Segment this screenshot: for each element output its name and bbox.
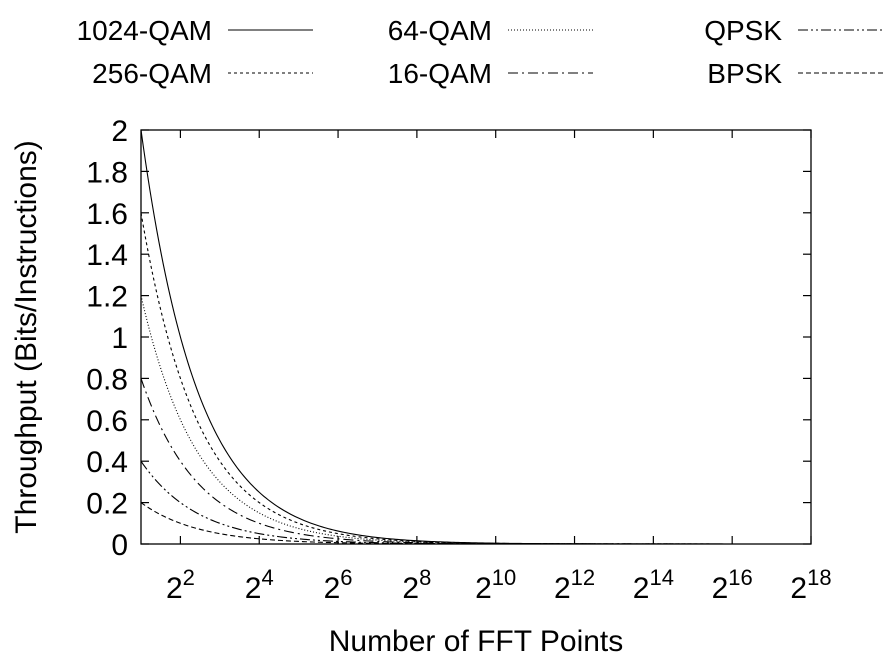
x-axis-ticks: 22 24 26 28 210 212 214 216 218 [166, 130, 832, 605]
series-line-16-qam [140, 378, 811, 545]
x-tick-exponent: 12 [571, 565, 595, 590]
x-tick-base: 2 [712, 572, 729, 605]
y-axis-ticks: 0 0.2 0.4 0.6 0.8 1 1.2 1.4 1.6 1.8 2 [86, 115, 811, 562]
series-layer [140, 129, 811, 545]
x-tick-label: 214 [633, 565, 674, 605]
x-tick-label: 24 [245, 565, 274, 605]
y-tick-label: 1.4 [86, 239, 128, 272]
x-tick-base: 2 [633, 572, 650, 605]
legend-label: 16-QAM [388, 58, 492, 89]
plot-frame [140, 129, 812, 545]
y-tick-label: 1.8 [86, 156, 128, 189]
x-tick-base: 2 [554, 572, 571, 605]
x-tick-base: 2 [475, 572, 492, 605]
y-tick-label: 1.6 [86, 198, 128, 231]
x-tick-base: 2 [166, 572, 183, 605]
x-tick-label: 218 [790, 565, 831, 605]
x-axis-label: Number of FFT Points [329, 625, 624, 658]
legend: 1024-QAM 256-QAM 64-QAM 16-QAM QPSK BPSK [77, 15, 883, 89]
x-tick-base: 2 [245, 572, 262, 605]
y-axis-label: Throughput (Bits/Instructions) [10, 140, 43, 534]
x-tick-base: 2 [402, 572, 419, 605]
legend-label: 256-QAM [92, 58, 212, 89]
x-tick-label: 210 [475, 565, 516, 605]
series-line-1024-qam [140, 129, 811, 545]
legend-label: 1024-QAM [77, 15, 212, 46]
y-tick-label: 1 [111, 322, 128, 355]
y-tick-label: 0 [111, 529, 128, 562]
legend-label: QPSK [704, 15, 782, 46]
x-tick-base: 2 [790, 572, 807, 605]
x-tick-exponent: 16 [728, 565, 752, 590]
x-tick-exponent: 4 [261, 565, 273, 590]
y-tick-label: 1.2 [86, 281, 128, 314]
series-line-bpsk [140, 502, 811, 545]
y-tick-label: 0.6 [86, 405, 128, 438]
y-tick-label: 0.8 [86, 363, 128, 396]
x-tick-label: 212 [554, 565, 595, 605]
y-tick-label: 0.4 [86, 446, 128, 479]
x-tick-exponent: 8 [419, 565, 431, 590]
x-tick-exponent: 10 [492, 565, 516, 590]
legend-label: BPSK [707, 58, 782, 89]
series-line-64-qam [140, 295, 811, 545]
x-tick-exponent: 2 [183, 565, 195, 590]
x-tick-base: 2 [324, 572, 341, 605]
x-tick-exponent: 14 [649, 565, 673, 590]
y-tick-label: 0.2 [86, 488, 128, 521]
series-line-256-qam [140, 212, 811, 545]
x-tick-label: 28 [402, 565, 431, 605]
x-tick-exponent: 6 [340, 565, 352, 590]
x-tick-label: 26 [324, 565, 353, 605]
y-tick-label: 2 [111, 115, 128, 148]
x-tick-exponent: 18 [807, 565, 831, 590]
x-tick-label: 22 [166, 565, 195, 605]
legend-label: 64-QAM [388, 15, 492, 46]
x-tick-label: 216 [712, 565, 753, 605]
